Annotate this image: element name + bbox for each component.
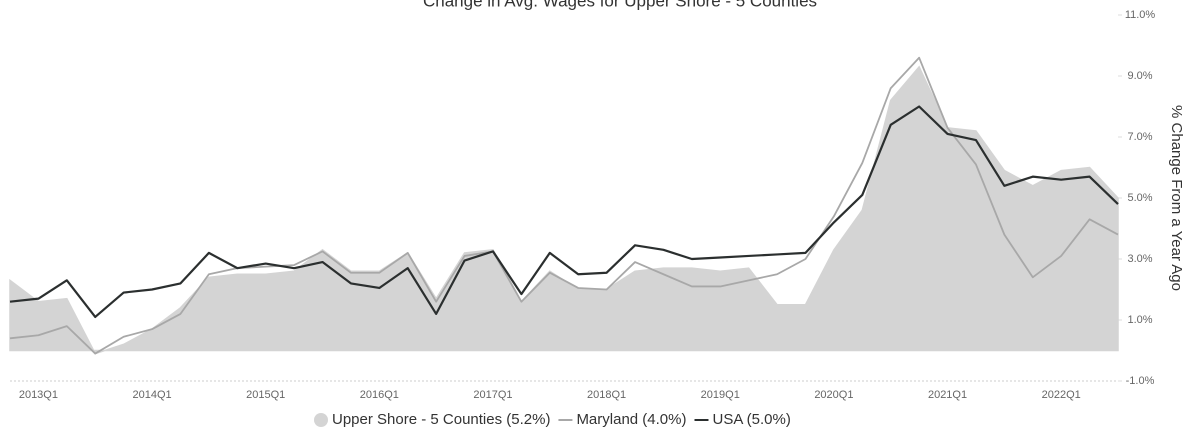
x-tick-label: 2013Q1 xyxy=(19,389,58,401)
legend-label: Upper Shore - 5 Counties (5.2%) xyxy=(332,411,550,428)
x-tick-label: 2022Q1 xyxy=(1042,389,1081,401)
x-tick-label: 2016Q1 xyxy=(360,389,399,401)
y-tick-label: 7.0% xyxy=(1127,131,1152,143)
legend-label: USA (5.0%) xyxy=(712,411,790,428)
x-tick-label: 2021Q1 xyxy=(928,389,967,401)
line xyxy=(9,105,1119,319)
chart-title: Change in Avg. Wages for Upper Shore - 5… xyxy=(423,0,817,10)
area xyxy=(9,65,1119,355)
legend-swatch xyxy=(314,413,328,427)
y-tick-label: 11.0% xyxy=(1125,9,1156,21)
x-tick-label: 2018Q1 xyxy=(587,389,626,401)
x-tick-label: 2019Q1 xyxy=(701,389,740,401)
y-tick-label: 1.0% xyxy=(1127,314,1152,326)
y-tick-label: 9.0% xyxy=(1127,70,1152,82)
x-tick-label: 2017Q1 xyxy=(473,389,512,401)
legend: Upper Shore - 5 Counties (5.2%) Maryland … xyxy=(314,411,791,428)
x-tick-label: 2020Q1 xyxy=(814,389,853,401)
y-tick-label: 5.0% xyxy=(1127,192,1152,204)
y-tick-label: 3.0% xyxy=(1127,253,1152,265)
legend-label: Maryland (4.0%) xyxy=(576,411,686,428)
y-axis-title: % Change From a Year Ago xyxy=(1168,105,1185,291)
x-tick-label: 2014Q1 xyxy=(132,389,171,401)
y-tick-label: -1.0% xyxy=(1126,375,1155,387)
line xyxy=(9,56,1119,355)
x-tick-label: 2015Q1 xyxy=(246,389,285,401)
